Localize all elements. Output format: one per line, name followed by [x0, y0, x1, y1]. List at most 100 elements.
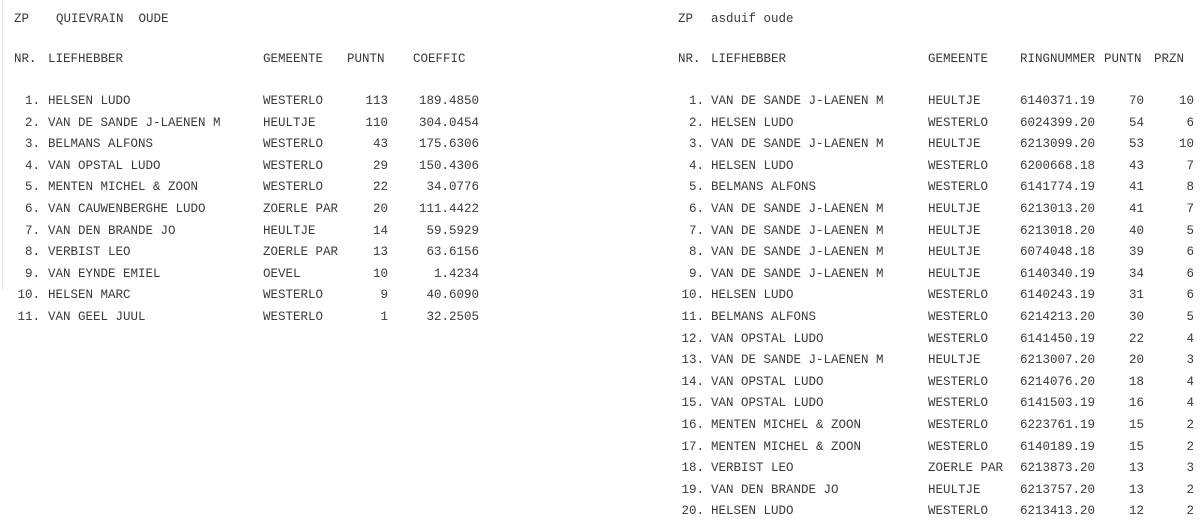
header-przn: PRZN: [1154, 52, 1185, 66]
cell-name: VAN OPSTAL LUDO: [711, 374, 824, 389]
cell-puntn: 34: [1128, 266, 1144, 281]
cell-nr: 3.: [688, 137, 704, 152]
cell-ring: 6213757.20: [1020, 482, 1096, 497]
cell-name: HELSEN LUDO: [48, 94, 131, 108]
cell-ring: 6140243.19: [1020, 288, 1096, 303]
cell-coeffic: 111.4422: [418, 202, 479, 216]
table-row: 3. VAN DE SANDE J-LAENEN M HEULTJE 6213099.…: [0, 136, 1200, 152]
cell-name: HELSEN LUDO: [711, 115, 794, 130]
header-liefhebber: LIEFHEBBER: [48, 52, 124, 66]
cell-coeffic: 150.4306: [418, 158, 479, 173]
cell-nr: 2.: [24, 115, 40, 130]
table-row: 2. VAN DE SANDE J-LAENEN M HEULTJE 110 304.0…: [0, 115, 1200, 131]
cell-gemeente: WESTERLO: [928, 180, 989, 195]
cell-puntn: 43: [1128, 158, 1144, 173]
right-prefix: ZP: [678, 12, 694, 26]
cell-name: BELMANS ALFONS: [711, 180, 817, 195]
cell-name: VAN DE SANDE J-LAENEN M: [711, 202, 884, 216]
cell-name: VAN DE SANDE J-LAENEN M: [711, 245, 884, 260]
cell-gemeente: HEULTJE: [263, 223, 316, 238]
cell-coeffic: 32.2505: [426, 310, 479, 324]
cell-nr: 4.: [24, 158, 40, 173]
table-row: 8. VAN DE SANDE J-LAENEN M HEULTJE 6074048.…: [0, 244, 1200, 260]
table-row: 6. VAN DE SANDE J-LAENEN M HEULTJE 6213013.…: [0, 201, 1200, 217]
cell-przn: 2: [1186, 439, 1194, 454]
table-row: 14. VAN OPSTAL LUDO WESTERLO 6214076.20 18 4: [0, 374, 1200, 390]
cell-puntn: 53: [1128, 137, 1144, 152]
cell-gemeente: WESTERLO: [928, 288, 989, 303]
table-row: 1. VAN DE SANDE J-LAENEN M HEULTJE 6140371.…: [0, 93, 1200, 109]
cell-przn: 2: [1186, 418, 1194, 432]
table-row: 1. HELSEN LUDO WESTERLO 113 189.4850: [0, 93, 1200, 109]
cell-puntn: 40: [1128, 223, 1144, 238]
cell-name: VAN GEEL JUUL: [48, 310, 146, 324]
cell-gemeente: WESTERLO: [928, 418, 989, 432]
cell-nr: 5.: [688, 180, 704, 195]
cell-nr: 13.: [681, 353, 704, 368]
table-row: 7. VAN DE SANDE J-LAENEN M HEULTJE 6213018.…: [0, 223, 1200, 239]
cell-gemeente: WESTERLO: [928, 439, 989, 454]
table-row: 9. VAN EYNDE EMIEL OEVEL 10 1.4234: [0, 266, 1200, 282]
cell-gemeente: HEULTJE: [928, 137, 981, 152]
cell-przn: 10: [1178, 94, 1194, 108]
cell-nr: 18.: [681, 461, 704, 476]
cell-nr: 10.: [681, 288, 704, 303]
table-row: 13. VAN DE SANDE J-LAENEN M HEULTJE 6213007…: [0, 352, 1200, 368]
cell-ring: 6213007.20: [1020, 353, 1096, 368]
cell-nr: 3.: [24, 137, 40, 152]
cell-przn: 5: [1186, 310, 1194, 324]
cell-nr: 8.: [24, 245, 40, 260]
cell-nr: 6.: [24, 202, 40, 216]
table-row: 16. MENTEN MICHEL & ZOON WESTERLO 6223761.1…: [0, 417, 1200, 433]
cell-przn: 2: [1186, 504, 1194, 519]
cell-gemeente: WESTERLO: [263, 158, 324, 173]
cell-name: VAN DE SANDE J-LAENEN M: [711, 94, 884, 108]
cell-name: VAN DE SANDE J-LAENEN M: [711, 137, 884, 152]
cell-name: VAN DEN BRANDE JO: [48, 223, 176, 238]
cell-nr: 19.: [681, 482, 704, 497]
left-header-row: NR. LIEFHEBBER GEMEENTE PUNTN COEFFIC: [0, 51, 1200, 67]
cell-ring: 6213873.20: [1020, 461, 1096, 476]
cell-nr: 7.: [688, 223, 704, 238]
cell-nr: 4.: [688, 158, 704, 173]
cell-gemeente: WESTERLO: [263, 180, 324, 195]
cell-name: HELSEN LUDO: [711, 504, 794, 519]
table-row: 15. VAN OPSTAL LUDO WESTERLO 6141503.19 16 4: [0, 395, 1200, 411]
cell-puntn: 70: [1128, 94, 1144, 108]
cell-nr: 7.: [24, 223, 40, 238]
cell-name: VAN DE SANDE J-LAENEN M: [48, 115, 221, 130]
cell-gemeente: WESTERLO: [928, 115, 989, 130]
cell-coeffic: 1.4234: [433, 266, 479, 281]
cell-ring: 6141503.19: [1020, 396, 1096, 411]
left-border: [2, 0, 3, 290]
cell-gemeente: WESTERLO: [928, 331, 989, 346]
cell-puntn: 13: [1128, 482, 1144, 497]
cell-nr: 14.: [681, 374, 704, 389]
cell-name: VAN OPSTAL LUDO: [711, 396, 824, 411]
cell-ring: 6213099.20: [1020, 137, 1096, 152]
cell-nr: 11.: [681, 310, 704, 324]
cell-ring: 6214076.20: [1020, 374, 1096, 389]
cell-nr: 1.: [24, 94, 40, 108]
header-puntn: PUNTN: [1104, 52, 1142, 66]
right-title: asduif oude: [711, 12, 794, 26]
table-row: 6. VAN CAUWENBERGHE LUDO ZOERLE PAR 20 111.4…: [0, 201, 1200, 217]
cell-puntn: 10: [372, 266, 388, 281]
cell-gemeente: WESTERLO: [928, 504, 989, 519]
cell-puntn: 113: [365, 94, 388, 108]
cell-nr: 2.: [688, 115, 704, 130]
cell-name: VERBIST LEO: [48, 245, 131, 260]
cell-coeffic: 189.4850: [418, 94, 479, 108]
cell-nr: 6.: [688, 202, 704, 216]
table-row: 8. VERBIST LEO ZOERLE PAR 13 63.6156: [0, 244, 1200, 260]
cell-puntn: 13: [1128, 461, 1144, 476]
cell-gemeente: WESTERLO: [928, 374, 989, 389]
cell-gemeente: ZOERLE PAR: [928, 461, 1004, 476]
cell-gemeente: HEULTJE: [928, 223, 981, 238]
cell-przn: 3: [1186, 353, 1194, 368]
table-row: 2. HELSEN LUDO WESTERLO 6024399.20 54 6: [0, 115, 1200, 131]
table-row: 4. VAN OPSTAL LUDO WESTERLO 29 150.4306: [0, 158, 1200, 174]
table-row: 20. HELSEN LUDO WESTERLO 6213413.20 12 2: [0, 503, 1200, 519]
cell-ring: 6140371.19: [1020, 94, 1096, 108]
cell-name: VAN OPSTAL LUDO: [48, 158, 161, 173]
